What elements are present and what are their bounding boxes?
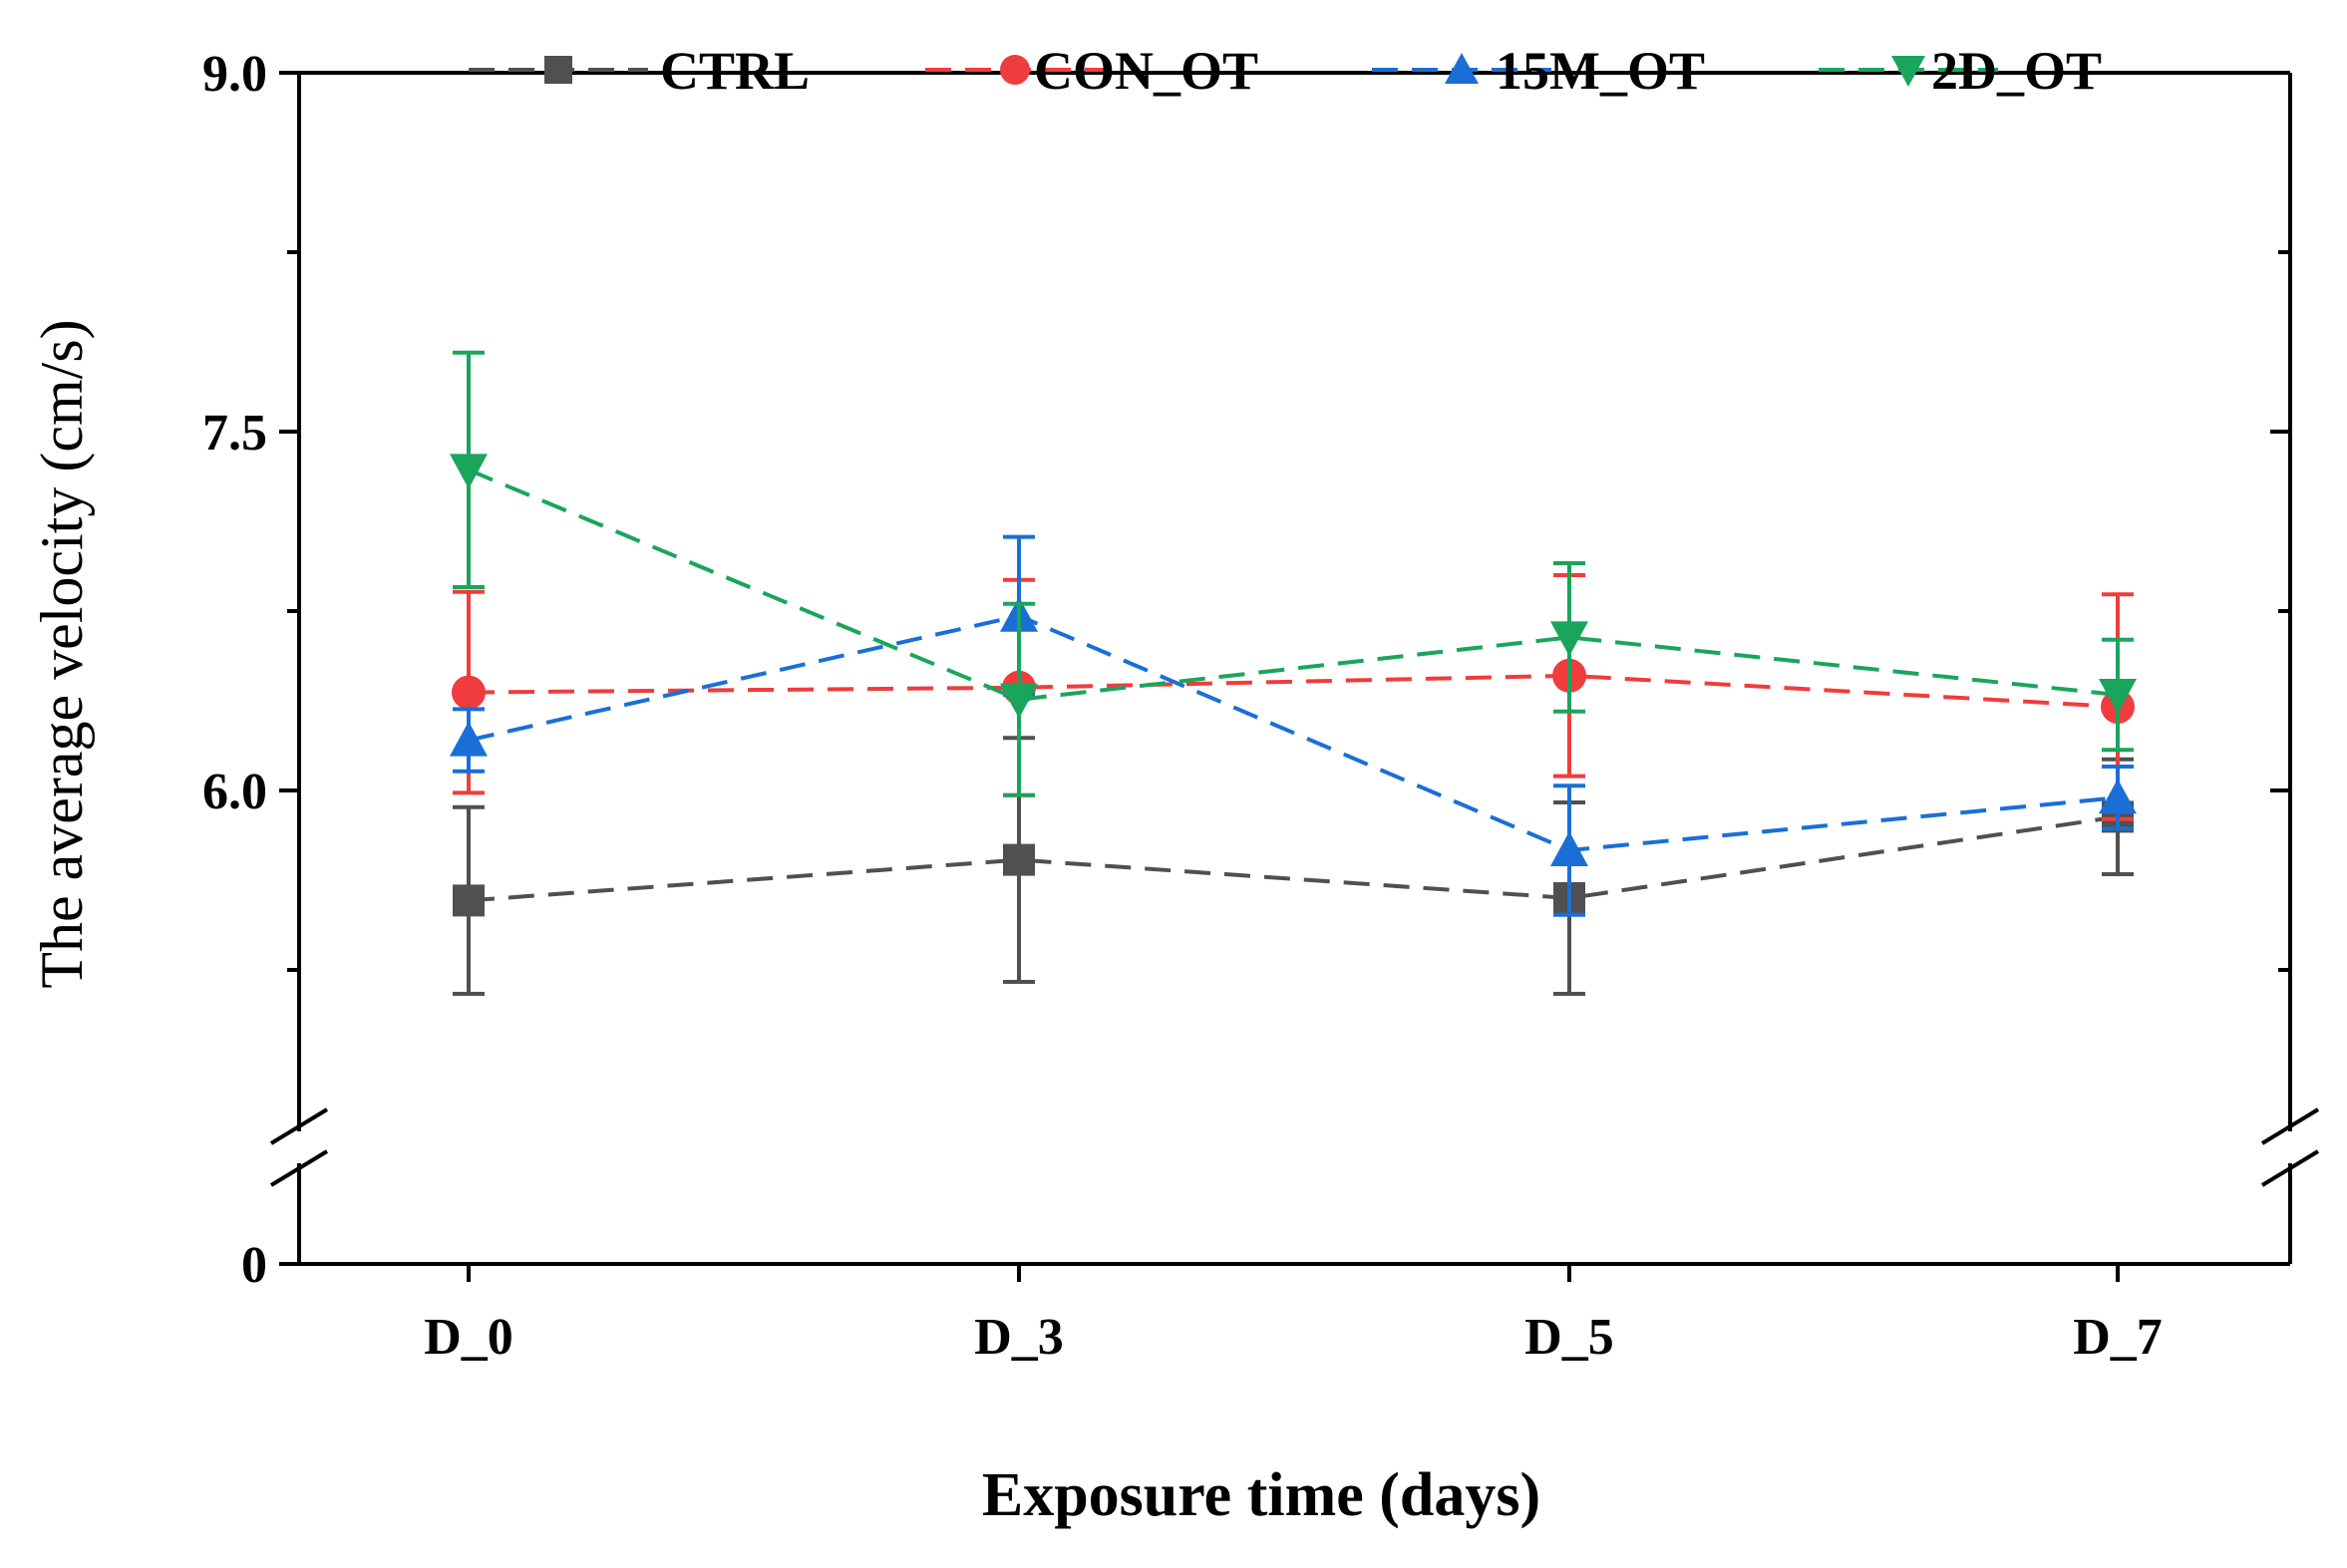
legend-item-ctrl: CTRL [469,41,810,101]
series-line [468,673,2119,709]
data-point [1003,843,1035,876]
data-point [2099,779,2137,814]
y-tick-label: 6.0 [202,764,267,820]
data-point [1550,621,1588,657]
y-tick-label: 7.5 [202,405,267,462]
series-15m-ot [450,534,2137,917]
legend-item-15m-ot: 15M_OT [1372,41,1705,101]
y-axis-break-mark [269,1149,329,1187]
legend-marker [1000,55,1030,85]
legend-marker [1891,56,1925,87]
x-axis-title: Exposure time (days) [982,1461,1540,1529]
legend-label: CON_OT [1034,41,1258,101]
series-line [468,613,2119,853]
data-point [2099,679,2137,714]
y-axis-break-mark [269,1107,329,1145]
legend-item-2d-ot: 2D_OT [1819,41,2102,101]
legend: CTRL CON_OT 15M_OT 2D_OT [469,41,2102,101]
plot-frame [269,71,2320,1266]
legend-label: CTRL [660,41,810,101]
series-2d-ot [450,350,2137,797]
x-tick-label: D_7 [2073,1309,2163,1366]
series-con-ot [452,573,2135,821]
right-axis-break-mark [2260,1149,2320,1187]
data-point [453,884,485,917]
right-axis-break-mark [2260,1107,2320,1145]
series-layer [450,350,2137,996]
series-ctrl [453,736,2134,996]
x-tick-label: D_3 [974,1309,1064,1366]
legend-marker [544,56,572,84]
x-tick-label: D_0 [424,1309,513,1366]
y-tick-label: 0 [241,1237,267,1294]
x-tick-label: D_5 [1524,1309,1614,1366]
y-axis-title: The average velocity (cm/s) [29,319,95,988]
data-point [1000,683,1038,719]
series-line [468,468,2119,702]
data-point [450,454,488,489]
legend-label: 15M_OT [1496,41,1705,101]
series-line [468,814,2119,903]
legend-item-con-ot: CON_OT [925,41,1258,101]
data-point [452,675,486,710]
y-tick-label: 9.0 [202,46,267,103]
data-point [1550,831,1588,866]
legend-marker [1445,53,1479,84]
axis-ticks: 0 6.0 7.5 9.0 D_0 D_3 D_5 D_7 [202,46,2290,1366]
legend-label: 2D_OT [1931,41,2102,101]
data-point [450,721,488,757]
